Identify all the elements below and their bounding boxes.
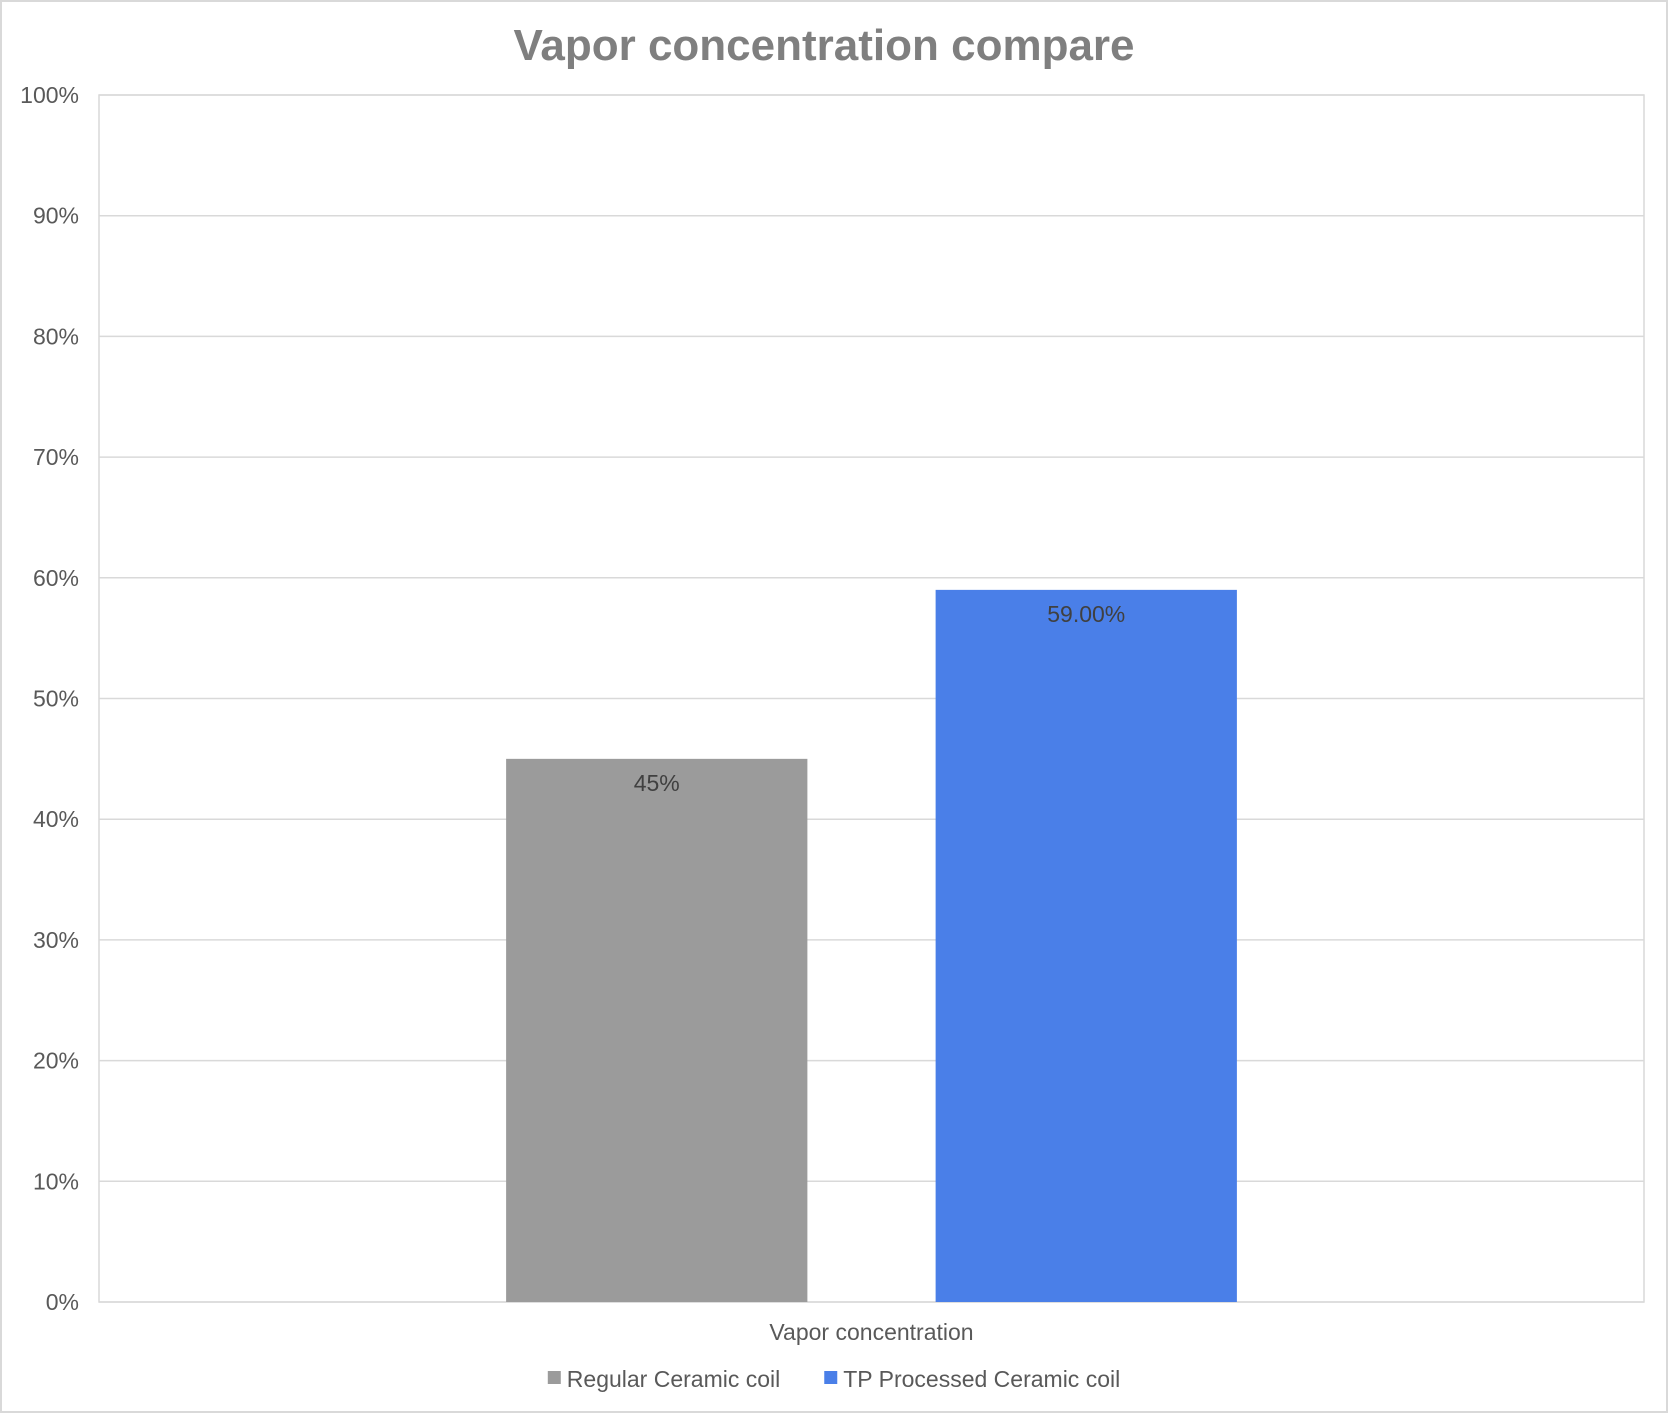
y-tick-label: 60%: [33, 565, 79, 591]
legend-label: TP Processed Ceramic coil: [843, 1366, 1120, 1392]
y-tick-label: 50%: [33, 686, 79, 712]
y-tick-label: 100%: [20, 82, 79, 108]
y-tick-label: 40%: [33, 806, 79, 832]
y-tick-label: 10%: [33, 1168, 79, 1194]
data-labels: 45% 59.00%: [634, 601, 1126, 796]
gridlines: [98, 94, 1645, 1303]
legend-label: Regular Ceramic coil: [567, 1366, 780, 1392]
bar-regular-ceramic-coil: [506, 758, 808, 1302]
bar-tp-processed-ceramic-coil: [935, 589, 1237, 1302]
y-tick-label: 0%: [46, 1289, 79, 1315]
legend: Regular Ceramic coil TP Processed Ceramic…: [547, 1366, 1120, 1392]
legend-swatch: [547, 1371, 561, 1384]
y-tick-label: 20%: [33, 1048, 79, 1074]
x-tick-label: Vapor concentration: [769, 1319, 973, 1345]
legend-swatch: [824, 1371, 838, 1384]
y-axis-ticks: 0% 10% 20% 30% 40% 50% 60% 70% 80% 90% 100%: [20, 82, 79, 1315]
y-tick-label: 90%: [33, 203, 79, 229]
data-label: 59.00%: [1047, 601, 1125, 627]
bars: [506, 589, 1237, 1302]
y-tick-label: 80%: [33, 323, 79, 349]
legend-item: Regular Ceramic coil: [547, 1366, 780, 1392]
y-tick-label: 30%: [33, 927, 79, 953]
x-axis-ticks: Vapor concentration: [769, 1319, 973, 1345]
y-tick-label: 70%: [33, 444, 79, 470]
chart-title: Vapor concentration compare: [513, 21, 1134, 70]
data-label: 45%: [634, 770, 680, 796]
legend-item: TP Processed Ceramic coil: [824, 1366, 1120, 1392]
